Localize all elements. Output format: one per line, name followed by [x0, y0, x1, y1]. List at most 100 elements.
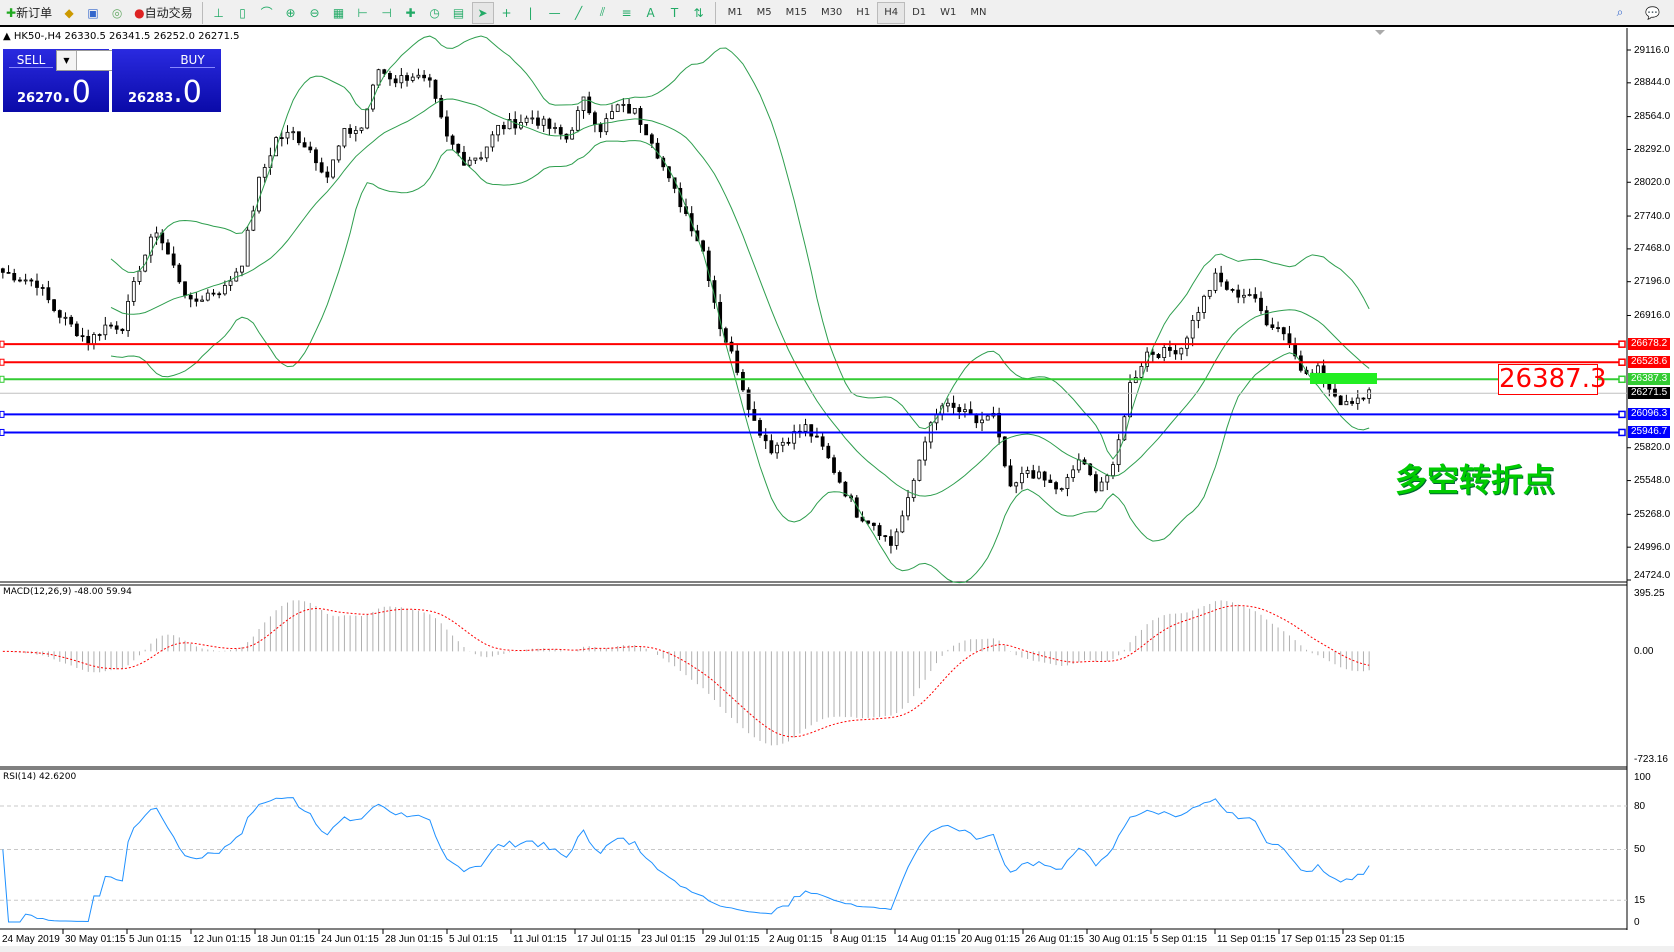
terminal-icon: ▣ — [87, 5, 99, 20]
candle — [126, 294, 130, 337]
level-handle[interactable] — [1618, 340, 1626, 348]
level-handle[interactable] — [0, 358, 5, 366]
timeframe-m5[interactable]: M5 — [756, 7, 772, 18]
candle — [1253, 287, 1258, 303]
candle — [484, 146, 489, 163]
line-chart-icon[interactable]: ⊥ — [213, 5, 224, 20]
rsi-label: RSI(14) 42.6200 — [3, 772, 77, 782]
candle — [1031, 464, 1036, 479]
candle — [536, 110, 540, 129]
text-icon[interactable]: A — [646, 5, 655, 20]
candle — [1270, 317, 1275, 331]
candle — [1014, 481, 1019, 494]
current-price-tag: 26271.5 — [1628, 387, 1671, 400]
lot-decrease-button[interactable]: ▼ — [57, 51, 77, 70]
candle — [388, 70, 392, 86]
candle — [353, 125, 358, 142]
level-handle[interactable] — [0, 410, 5, 418]
zoom-out-icon[interactable]: ⊖ — [309, 5, 320, 20]
history-button[interactable]: ◆ — [58, 2, 80, 24]
text-label-icon[interactable]: T — [670, 5, 679, 20]
candle — [211, 289, 216, 297]
templates-icon[interactable]: ▤ — [452, 5, 465, 20]
candle — [832, 454, 836, 475]
chat-icon[interactable]: 💬 — [1645, 5, 1660, 20]
candle — [1071, 465, 1076, 482]
timeframe-w1[interactable]: W1 — [940, 7, 957, 18]
candle — [1344, 394, 1349, 406]
new-order-button[interactable]: ✚ 新订单 — [6, 5, 53, 21]
signals-button[interactable]: ◎ — [106, 2, 128, 24]
crosshair-icon[interactable]: + — [501, 5, 512, 20]
chart-shift-marker[interactable] — [1375, 30, 1385, 35]
candle — [291, 126, 296, 141]
macd-axis-label: -723.16 — [1634, 754, 1668, 765]
level-handle[interactable] — [1618, 358, 1626, 366]
timeframe-m15[interactable]: M15 — [785, 7, 807, 18]
search-icon[interactable]: ⌕ — [1616, 5, 1624, 19]
candle — [148, 233, 153, 263]
candle — [86, 329, 91, 351]
rsi-line — [2, 797, 1370, 923]
timeframe-d1[interactable]: D1 — [912, 7, 927, 18]
candle — [120, 328, 125, 334]
arrows-icon[interactable]: ⇅ — [693, 5, 704, 20]
candle — [234, 267, 239, 282]
candle — [786, 437, 791, 446]
buy-button[interactable]: BUY 26283.0 — [112, 49, 221, 112]
timeframe-m30[interactable]: M30 — [820, 7, 843, 18]
candle — [240, 265, 244, 277]
level-handle[interactable] — [1618, 410, 1626, 419]
annotation-text[interactable]: 多空转折点 — [1395, 461, 1556, 499]
equidistant-channel-icon[interactable]: ⫽ — [599, 5, 606, 19]
horizontal-line-icon[interactable]: — — [548, 5, 561, 20]
chart-shift-icon[interactable]: ⊢ — [357, 5, 368, 20]
auto-trade-button[interactable]: ● 自动交易 — [134, 5, 193, 21]
fibonacci-icon[interactable]: ≡ — [621, 5, 632, 20]
candle — [57, 309, 62, 324]
candle — [877, 522, 882, 540]
timeframe-h4[interactable]: H4 — [877, 1, 906, 24]
level-handle[interactable] — [0, 340, 5, 348]
trendline-icon[interactable]: ╱ — [574, 5, 583, 20]
candle — [775, 442, 779, 459]
candle — [393, 75, 398, 88]
timeframe-mn[interactable]: MN — [970, 7, 987, 18]
zoom-in-icon[interactable]: ⊕ — [285, 5, 296, 20]
candle — [194, 292, 199, 307]
annotation-box[interactable]: 26387.3 — [1498, 364, 1607, 395]
highlight-rectangle[interactable] — [1310, 373, 1377, 384]
timeframe-m1[interactable]: M1 — [727, 7, 743, 18]
periods-icon[interactable]: ◷ — [429, 5, 440, 20]
candle — [1162, 343, 1167, 362]
candle — [1054, 480, 1058, 495]
level-handle[interactable] — [1618, 375, 1626, 384]
timeframe-h1[interactable]: H1 — [856, 7, 871, 18]
candle — [587, 91, 592, 115]
candle — [1156, 353, 1161, 360]
candle — [410, 73, 415, 83]
autoscroll-icon[interactable]: ⊣ — [381, 5, 392, 20]
level-handle[interactable] — [0, 428, 5, 436]
vertical-line-icon[interactable]: | — [528, 5, 533, 20]
candle — [40, 284, 45, 296]
indicators-icon[interactable]: ✚ — [405, 5, 416, 20]
cursor-icon[interactable]: ➤ — [471, 1, 494, 24]
tile-windows-icon[interactable]: ▦ — [332, 5, 345, 20]
candle — [166, 239, 170, 255]
area-chart-icon[interactable]: ⌒ — [260, 6, 273, 20]
terminal-button[interactable]: ▣ — [82, 2, 104, 24]
candle — [0, 267, 5, 279]
candle — [957, 404, 962, 420]
candle — [991, 406, 996, 419]
price-axis-label: 26916.0 — [1634, 309, 1671, 321]
level-handle[interactable] — [1618, 428, 1626, 437]
candle — [621, 98, 626, 113]
candle-chart-icon[interactable]: ▯ — [239, 5, 246, 20]
candle — [302, 137, 307, 148]
candle — [524, 115, 529, 126]
price-axis-label: 27196.0 — [1634, 276, 1671, 288]
candle — [131, 277, 136, 306]
level-handle[interactable] — [0, 375, 5, 383]
